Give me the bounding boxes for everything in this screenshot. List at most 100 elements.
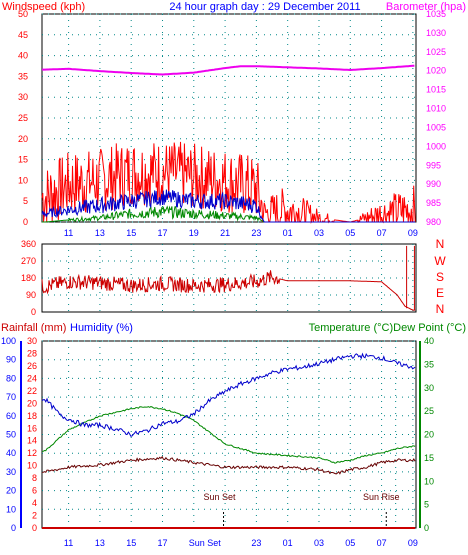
humidity-tick-label: 10 <box>6 504 16 514</box>
direction-tick-label: 90 <box>26 290 36 300</box>
temp-dew-axis-label: Temperature (°C)Dew Point (°C) <box>309 322 466 334</box>
compass-tick-label: W <box>434 254 446 268</box>
windspeed-tick-label: 40 <box>18 51 28 61</box>
temperature-tick-label: 30 <box>424 383 434 393</box>
barometer-tick-label: 1025 <box>426 47 446 57</box>
windspeed-tick-label: 5 <box>23 196 28 206</box>
windspeed-tick-label: 50 <box>18 9 28 19</box>
barometer-tick-label: 1010 <box>426 104 446 114</box>
humidity-tick-label: 70 <box>6 392 16 402</box>
direction-tick-label: 270 <box>21 256 36 266</box>
time-tick-label: 07 <box>377 228 387 238</box>
time-tick-label: 23 <box>251 228 261 238</box>
rainfall-tick-label: 28 <box>27 348 37 358</box>
time-tick-label: 13 <box>95 228 105 238</box>
time-tick-label: 17 <box>157 228 167 238</box>
humidity-series <box>41 352 416 437</box>
windspeed-tick-label: 25 <box>18 113 28 123</box>
time-tick-label: 23 <box>251 538 261 548</box>
rainfall-tick-label: 26 <box>27 361 37 371</box>
humidity-tick-label: 20 <box>6 486 16 496</box>
time-tick-label: 13 <box>95 538 105 548</box>
dewpoint-series <box>41 455 416 475</box>
barometer-title: Barometer (hpa) <box>386 1 466 13</box>
barometer-tick-label: 990 <box>426 179 441 189</box>
temperature-tick-label: 10 <box>424 476 434 486</box>
barometer-tick-label: 995 <box>426 160 441 170</box>
windspeed-tick-label: 35 <box>18 71 28 81</box>
rainfall-tick-label: 20 <box>27 398 37 408</box>
time-tick-label: Sun Set <box>189 538 222 548</box>
sunrise-label: Sun Rise <box>363 492 400 502</box>
temperature-tick-label: 0 <box>424 523 429 533</box>
rainfall-tick-label: 18 <box>27 411 37 421</box>
gust-series <box>41 141 416 224</box>
compass-tick-label: S <box>436 270 444 284</box>
barometer-series <box>42 64 415 76</box>
barometer-tick-label: 1005 <box>426 122 446 132</box>
direction-tick-label: 0 <box>31 307 36 317</box>
time-tick-label: 15 <box>126 538 136 548</box>
temperature-tick-label: 20 <box>424 430 434 440</box>
time-tick-label: 07 <box>377 538 387 548</box>
rainfall-tick-label: 10 <box>27 461 37 471</box>
time-tick-label: 19 <box>189 228 199 238</box>
temperature-tick-label: 5 <box>424 500 429 510</box>
time-tick-label: 01 <box>283 538 293 548</box>
humidity-tick-label: 90 <box>6 355 16 365</box>
compass-tick-label: N <box>436 302 445 316</box>
humidity-tick-label: 30 <box>6 467 16 477</box>
rainfall-tick-label: 24 <box>27 373 37 383</box>
humidity-axis-label: Humidity (%) <box>70 322 133 334</box>
direction-tick-label: 360 <box>21 239 36 249</box>
humidity-tick-label: 40 <box>6 448 16 458</box>
rainfall-tick-label: 30 <box>27 336 37 346</box>
rainfall-tick-label: 14 <box>27 436 37 446</box>
windspeed-tick-label: 30 <box>18 92 28 102</box>
wind-direction-series <box>41 270 416 311</box>
rainfall-tick-label: 0 <box>32 523 37 533</box>
barometer-tick-label: 1015 <box>426 85 446 95</box>
humidity-tick-label: 80 <box>6 373 16 383</box>
rainfall-tick-label: 16 <box>27 423 37 433</box>
barometer-tick-label: 1035 <box>426 9 446 19</box>
average-wind-series <box>41 189 416 223</box>
time-tick-label: 05 <box>345 228 355 238</box>
rainfall-tick-label: 4 <box>32 498 37 508</box>
temperature-tick-label: 35 <box>424 359 434 369</box>
windspeed-tick-label: 20 <box>18 134 28 144</box>
time-tick-label: 09 <box>408 538 418 548</box>
windspeed-tick-label: 0 <box>23 217 28 227</box>
time-tick-label: 09 <box>408 228 418 238</box>
time-tick-label: 15 <box>126 228 136 238</box>
rainfall-tick-label: 2 <box>32 511 37 521</box>
temperature-tick-label: 15 <box>424 453 434 463</box>
rainfall-tick-label: 22 <box>27 386 37 396</box>
time-tick-label: 03 <box>314 228 324 238</box>
rainfall-tick-label: 8 <box>32 473 37 483</box>
temperature-tick-label: 40 <box>424 336 434 346</box>
windspeed-tick-label: 45 <box>18 30 28 40</box>
compass-tick-label: E <box>436 286 444 300</box>
time-tick-label: 11 <box>64 538 73 548</box>
time-tick-label: 05 <box>345 538 355 548</box>
humidity-tick-label: 60 <box>6 411 16 421</box>
barometer-tick-label: 985 <box>426 198 441 208</box>
windspeed-title: Windspeed (kph) <box>2 1 85 13</box>
windspeed-tick-label: 15 <box>18 155 28 165</box>
time-tick-label: 01 <box>283 228 293 238</box>
time-tick-label: 03 <box>314 538 324 548</box>
humidity-tick-label: 100 <box>1 336 16 346</box>
time-tick-label: 21 <box>220 228 230 238</box>
direction-tick-label: 180 <box>21 273 36 283</box>
time-tick-label: 17 <box>157 538 167 548</box>
temperature-series <box>41 406 416 464</box>
rainfall-axis-label: Rainfall (mm) <box>1 322 66 334</box>
barometer-tick-label: 1000 <box>426 141 446 151</box>
temperature-tick-label: 25 <box>424 406 434 416</box>
humidity-tick-label: 0 <box>11 523 16 533</box>
sunset-label: Sun Set <box>204 492 237 502</box>
